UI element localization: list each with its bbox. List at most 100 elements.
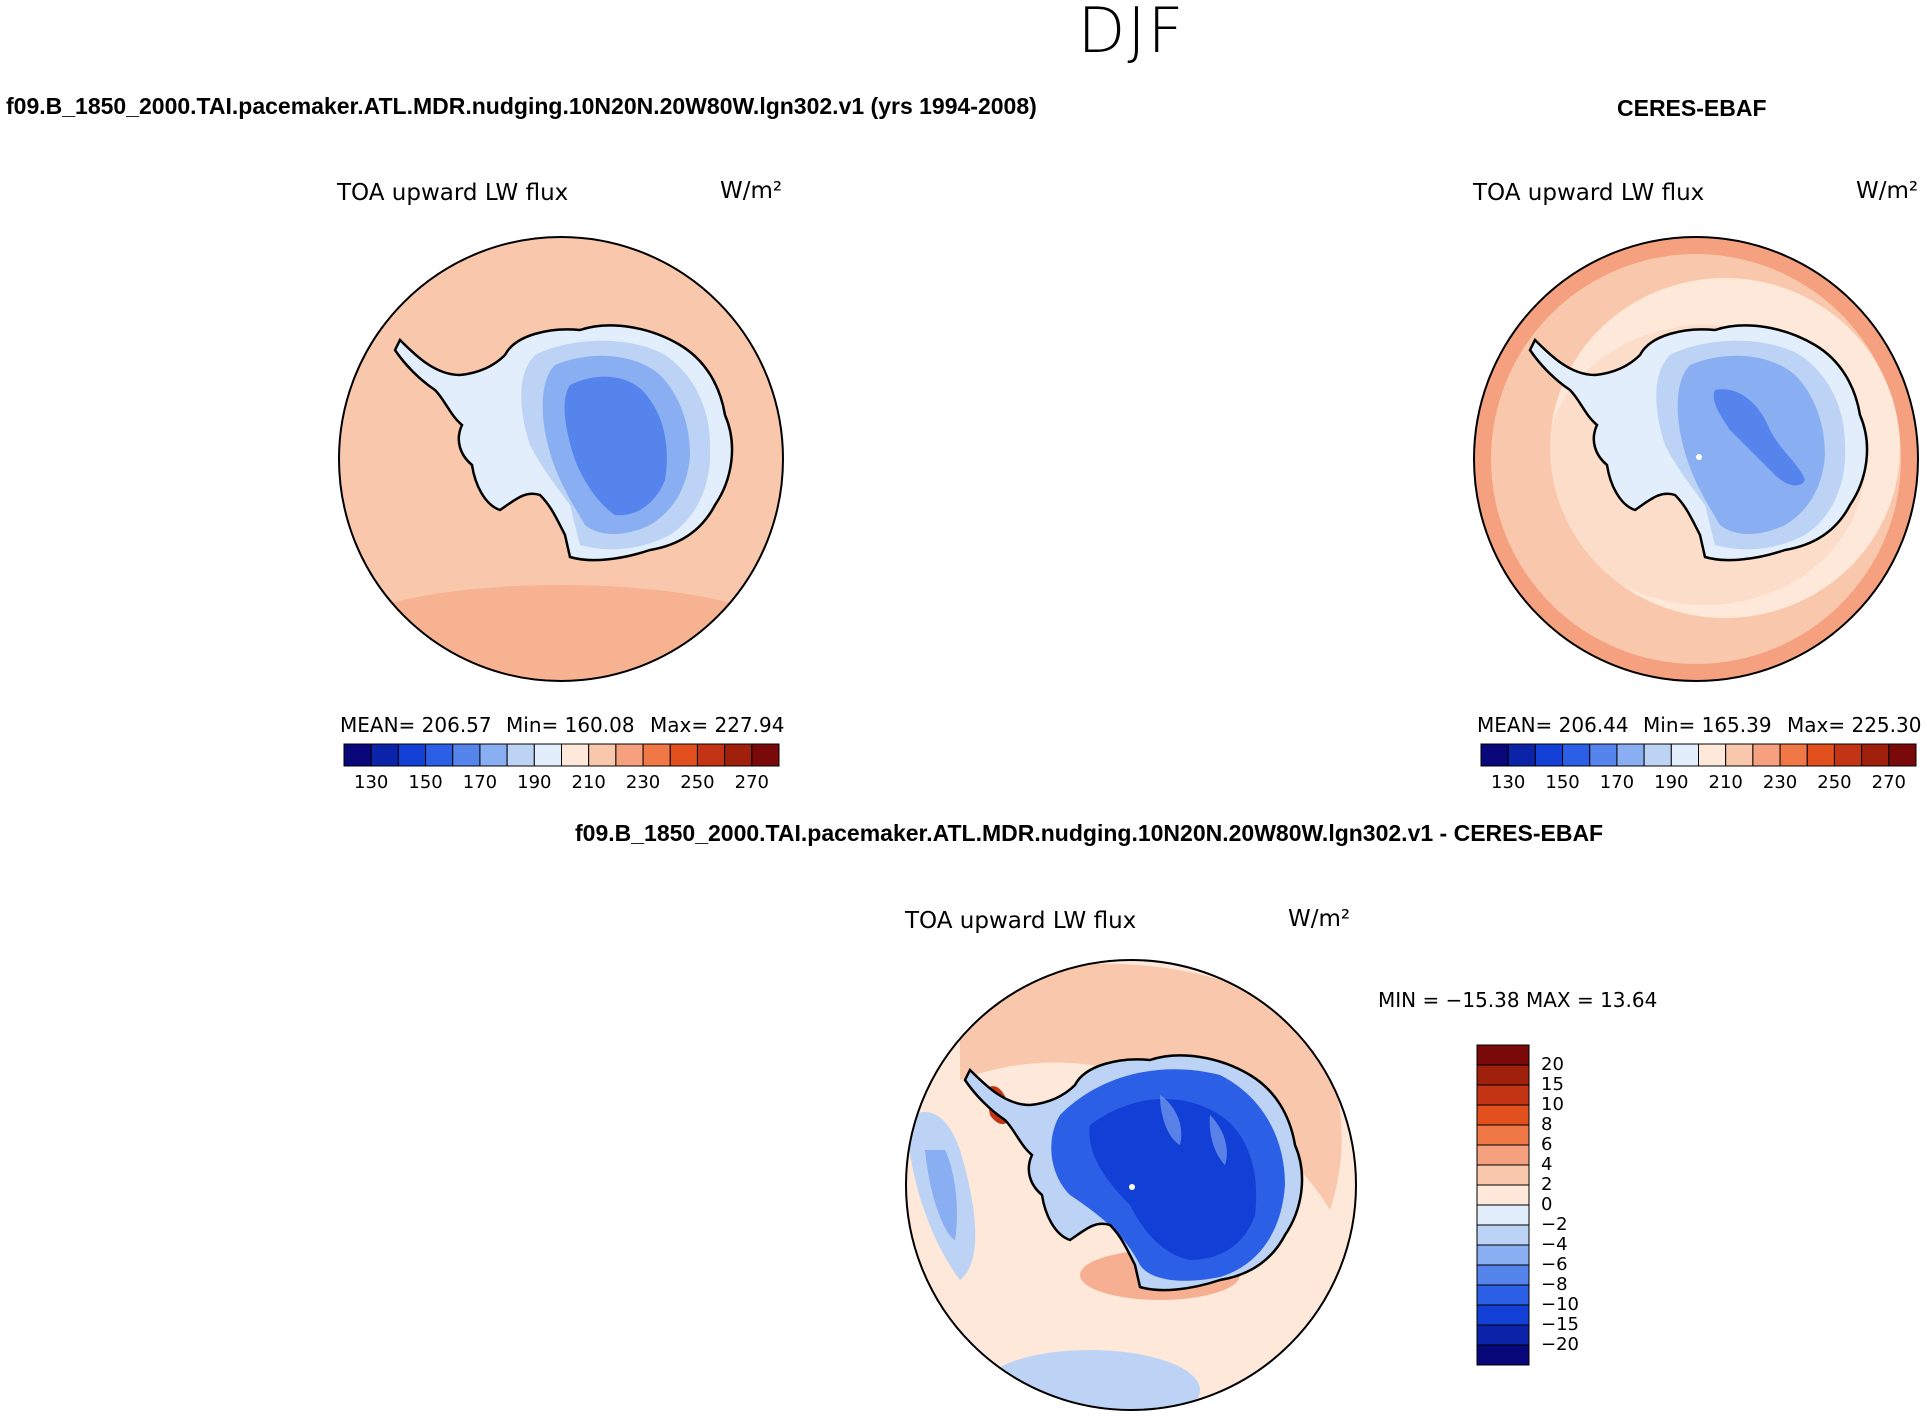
obs-colorbar-swatch xyxy=(1534,743,1564,767)
model-panel-title: f09.B_1850_2000.TAI.pacemaker.ATL.MDR.nu… xyxy=(6,93,1037,119)
model-colorbar-swatch xyxy=(370,743,399,767)
model-max-stat: Max= 227.94 xyxy=(650,713,785,737)
model-colorbar-swatch xyxy=(479,743,508,767)
model-colorbar-tick-label: 150 xyxy=(408,772,443,793)
model-colorbar-swatch xyxy=(343,743,372,767)
diff-colorbar-tick-label: −15 xyxy=(1541,1314,1579,1335)
obs-colorbar-swatch xyxy=(1806,743,1835,767)
obs-colorbar-tick-label: 190 xyxy=(1654,772,1689,793)
model-colorbar-tick-label: 250 xyxy=(680,772,715,793)
obs-mean-stat: MEAN= 206.44 xyxy=(1477,713,1629,737)
obs-map-boundary xyxy=(1473,236,1919,682)
model-colorbar-tick-label: 190 xyxy=(517,772,552,793)
diff-colorbar-tick-label: −4 xyxy=(1541,1234,1568,1255)
obs-colorbar-swatch xyxy=(1888,743,1917,767)
model-colorbar xyxy=(343,743,780,767)
obs-polar-map xyxy=(1473,236,1919,682)
obs-colorbar-swatch xyxy=(1752,743,1781,767)
diff-colorbar-swatch xyxy=(1476,1144,1530,1166)
season-title: DJF xyxy=(1077,0,1186,67)
diff-colorbar-swatch xyxy=(1476,1124,1530,1146)
obs-colorbar-tick-label: 130 xyxy=(1491,772,1526,793)
model-colorbar-swatch xyxy=(724,743,753,767)
obs-colorbar-swatch xyxy=(1725,743,1754,767)
model-units-label: W/m² xyxy=(720,178,783,204)
obs-colorbar-swatch xyxy=(1643,743,1672,767)
obs-colorbar-tick-label: 270 xyxy=(1871,772,1906,793)
model-colorbar-swatch xyxy=(561,743,590,767)
model-colorbar-swatch xyxy=(751,743,780,767)
diff-colorbar-tick-label: −10 xyxy=(1541,1294,1579,1315)
obs-colorbar-tick-label: 170 xyxy=(1599,772,1635,793)
model-colorbar-swatch xyxy=(642,743,671,767)
diff-colorbar-tick-label: 4 xyxy=(1541,1154,1553,1175)
model-colorbar-swatch xyxy=(615,743,644,767)
model-warm-belt xyxy=(339,585,783,681)
diff-colorbar-tick-label: 15 xyxy=(1541,1074,1564,1095)
obs-colorbar-swatch xyxy=(1698,743,1727,767)
model-colorbar-swatch xyxy=(506,743,535,767)
obs-max-stat: Max= 225.30 xyxy=(1787,713,1922,737)
diff-colorbar-swatch xyxy=(1476,1264,1530,1286)
obs-colorbar-tick-label: 210 xyxy=(1708,772,1743,793)
model-plateau-160 xyxy=(564,376,667,516)
obs-colorbar-swatch xyxy=(1670,743,1699,767)
obs-colorbar-swatch xyxy=(1562,743,1591,767)
obs-colorbar-swatch xyxy=(1507,743,1536,767)
diff-colorbar-swatch xyxy=(1476,1104,1530,1126)
diff-colorbar-swatch xyxy=(1476,1324,1530,1346)
diff-colorbar-swatch xyxy=(1476,1344,1530,1366)
model-colorbar-swatch xyxy=(452,743,481,767)
diff-positive-sector xyxy=(960,963,1342,1210)
diff-colorbar-tick-label: 0 xyxy=(1541,1194,1553,1215)
diff-minmax-stat: MIN = −15.38 MAX = 13.64 xyxy=(1378,988,1658,1012)
model-colorbar-tick-label: 230 xyxy=(625,772,661,793)
model-mean-stat: MEAN= 206.57 xyxy=(340,713,492,737)
diff-colorbar-tick-label: 6 xyxy=(1541,1134,1553,1155)
diff-colorbar-swatch xyxy=(1476,1164,1530,1186)
diff-colorbar-swatch xyxy=(1476,1084,1530,1106)
diff-colorbar-tick-label: 20 xyxy=(1541,1054,1564,1075)
obs-colorbar-swatch xyxy=(1861,743,1890,767)
diff-colorbar-tick-label: −8 xyxy=(1541,1274,1568,1295)
model-colorbar-swatch xyxy=(397,743,427,767)
model-variable-label: TOA upward LW flux xyxy=(337,180,569,206)
diff-colorbar-tick-label: −20 xyxy=(1541,1334,1579,1355)
model-map-boundary xyxy=(338,236,784,682)
diff-colorbar-swatch xyxy=(1476,1044,1530,1066)
obs-colorbar-swatch xyxy=(1589,743,1618,767)
diff-colorbar-tick-label: −6 xyxy=(1541,1254,1568,1275)
diff-colorbar-tick-label: −2 xyxy=(1541,1214,1568,1235)
obs-colorbar-tick-label: 250 xyxy=(1817,772,1852,793)
model-colorbar-swatch xyxy=(588,743,617,767)
model-colorbar-tick-label: 130 xyxy=(354,772,389,793)
obs-min-stat: Min= 165.39 xyxy=(1643,713,1772,737)
model-colorbar-swatch xyxy=(669,743,698,767)
model-polar-map xyxy=(338,236,784,682)
diff-polar-map xyxy=(905,959,1357,1411)
diff-colorbar-tick-label: 10 xyxy=(1541,1094,1564,1115)
diff-colorbar-swatch xyxy=(1476,1064,1530,1086)
model-min-stat: Min= 160.08 xyxy=(506,713,635,737)
obs-colorbar-tick-label: 230 xyxy=(1762,772,1798,793)
diff-colorbar-swatch xyxy=(1476,1204,1530,1226)
obs-variable-label: TOA upward LW flux xyxy=(1473,180,1705,206)
diff-units-label: W/m² xyxy=(1288,906,1351,932)
diff-colorbar xyxy=(1476,1044,1530,1366)
obs-colorbar-swatch xyxy=(1833,743,1863,767)
obs-colorbar-swatch xyxy=(1616,743,1645,767)
diff-colorbar-tick-label: 8 xyxy=(1541,1114,1553,1135)
model-colorbar-swatch xyxy=(425,743,454,767)
model-colorbar-tick-label: 170 xyxy=(462,772,498,793)
obs-colorbar-swatch xyxy=(1779,743,1808,767)
model-colorbar-swatch xyxy=(533,743,562,767)
diff-colorbar-tick-label: 2 xyxy=(1541,1174,1553,1195)
model-colorbar-tick-label: 270 xyxy=(734,772,769,793)
model-colorbar-tick-label: 210 xyxy=(571,772,606,793)
diff-south-negative xyxy=(980,1350,1200,1410)
diff-panel-title: f09.B_1850_2000.TAI.pacemaker.ATL.MDR.nu… xyxy=(575,820,1604,846)
diff-colorbar-swatch xyxy=(1476,1224,1530,1246)
obs-colorbar-swatch xyxy=(1480,743,1509,767)
obs-colorbar xyxy=(1480,743,1917,767)
